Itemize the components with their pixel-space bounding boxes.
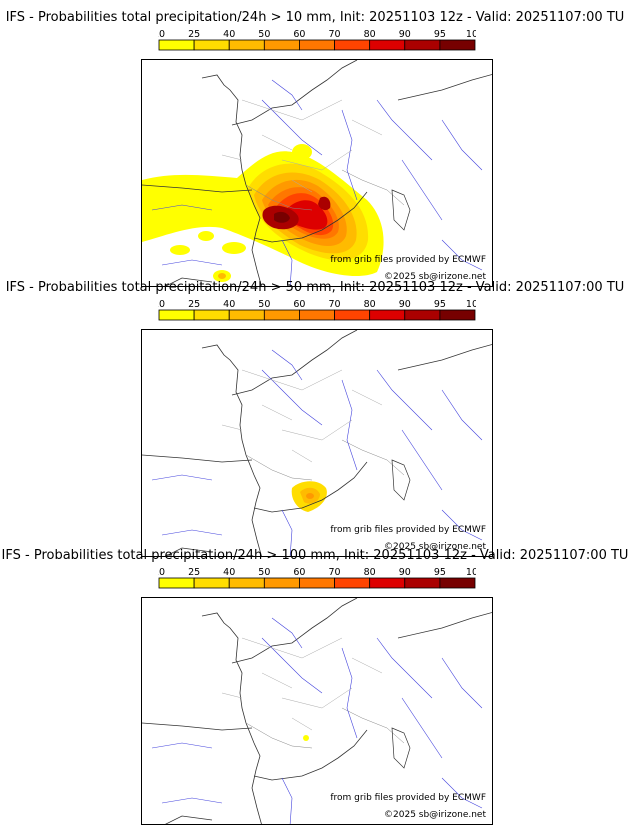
colorbar-swatch (439, 577, 476, 589)
colorbar-swatch (228, 309, 265, 321)
colorbar-tick-label: 70 (329, 299, 341, 310)
colorbar-swatch (263, 577, 300, 589)
source-credit: from grib files provided by ECMWF (330, 793, 486, 803)
colorbar-tick-label: 95 (434, 567, 446, 578)
colorbar-tick-label: 95 (434, 299, 446, 310)
colorbar-tick-label: 80 (364, 299, 376, 310)
colorbar-swatch (228, 39, 265, 51)
map (142, 330, 492, 556)
geography (142, 330, 492, 556)
colorbar-tick-label: 25 (188, 299, 200, 310)
colorbar-swatch (299, 39, 335, 51)
colorbar-swatch (263, 309, 300, 321)
map-frame: from grib files provided by ECMWF ©2025 … (141, 597, 493, 825)
colorbar: 10 25 40 50 60 70 80 90 95 100 (158, 29, 476, 51)
colorbar-tick-label: 90 (399, 29, 411, 40)
colorbar-swatch (334, 577, 371, 589)
colorbar-swatch (369, 577, 406, 589)
colorbar-swatch (334, 39, 371, 51)
colorbar-tick-label: 60 (293, 29, 305, 40)
colorbar-tick-label: 60 (293, 299, 305, 310)
colorbar-tick-label: 50 (258, 567, 270, 578)
colorbar-tick-label: 100 (466, 299, 476, 310)
panel-100mm: IFS - Probabilities total precipitation/… (0, 548, 630, 825)
panel-10mm: IFS - Probabilities total precipitation/… (0, 10, 630, 287)
geography (142, 598, 492, 824)
colorbar-swatch (334, 309, 371, 321)
colorbar-swatch (299, 577, 335, 589)
colorbar-swatch (263, 39, 300, 51)
colorbar-swatch (158, 309, 195, 321)
colorbar-tick-label: 40 (223, 299, 235, 310)
precip-field (291, 481, 327, 512)
colorbar-tick-label: 10 (158, 567, 165, 578)
colorbar-tick-label: 50 (258, 29, 270, 40)
map (142, 60, 492, 286)
colorbar-tick-label: 40 (223, 29, 235, 40)
map-title: IFS - Probabilities total precipitation/… (5, 10, 625, 25)
copyright-credit: ©2025 sb@irizone.net (384, 810, 486, 820)
panel-50mm: IFS - Probabilities total precipitation/… (0, 280, 630, 557)
precip-field (142, 144, 384, 282)
colorbar-swatch (439, 39, 476, 51)
colorbar-swatch (369, 309, 406, 321)
copyright-credit: ©2025 sb@irizone.net (384, 272, 486, 282)
colorbar-tick-label: 100 (466, 29, 476, 40)
colorbar-swatch (404, 39, 441, 51)
colorbar-tick-label: 10 (158, 299, 165, 310)
colorbar-tick-label: 10 (158, 29, 165, 40)
colorbar: 10 25 40 50 60 70 80 90 95 100 (158, 299, 476, 321)
map-frame: from grib files provided by ECMWF ©2025 … (141, 59, 493, 287)
precip-field (303, 735, 309, 741)
colorbar-swatch (193, 39, 230, 51)
map-title: IFS - Probabilities total precipitation/… (1, 548, 629, 563)
colorbar-tick-label: 80 (364, 567, 376, 578)
geography (142, 60, 492, 286)
colorbar-swatch (228, 577, 265, 589)
colorbar-swatch (404, 309, 441, 321)
colorbar-tick-label: 90 (399, 567, 411, 578)
map (142, 598, 492, 824)
colorbar-tick-label: 70 (329, 29, 341, 40)
map-frame: from grib files provided by ECMWF ©2025 … (141, 329, 493, 557)
colorbar-swatch (193, 577, 230, 589)
colorbar-tick-label: 25 (188, 29, 200, 40)
map-title: IFS - Probabilities total precipitation/… (5, 280, 625, 295)
colorbar-swatch (404, 577, 441, 589)
colorbar-swatch (193, 309, 230, 321)
colorbar-tick-label: 80 (364, 29, 376, 40)
colorbar-tick-label: 70 (329, 567, 341, 578)
source-credit: from grib files provided by ECMWF (330, 255, 486, 265)
colorbar-tick-label: 50 (258, 299, 270, 310)
colorbar-tick-label: 40 (223, 567, 235, 578)
colorbar-tick-label: 100 (466, 567, 476, 578)
colorbar-swatch (439, 309, 476, 321)
colorbar-swatch (299, 309, 335, 321)
colorbar-tick-label: 25 (188, 567, 200, 578)
colorbar-tick-label: 60 (293, 567, 305, 578)
copyright-credit: ©2025 sb@irizone.net (384, 542, 486, 552)
colorbar-swatch (369, 39, 406, 51)
colorbar: 10 25 40 50 60 70 80 90 95 100 (158, 567, 476, 589)
colorbar-tick-label: 90 (399, 299, 411, 310)
colorbar-swatch (158, 577, 195, 589)
colorbar-tick-label: 95 (434, 29, 446, 40)
source-credit: from grib files provided by ECMWF (330, 525, 486, 535)
colorbar-swatch (158, 39, 195, 51)
